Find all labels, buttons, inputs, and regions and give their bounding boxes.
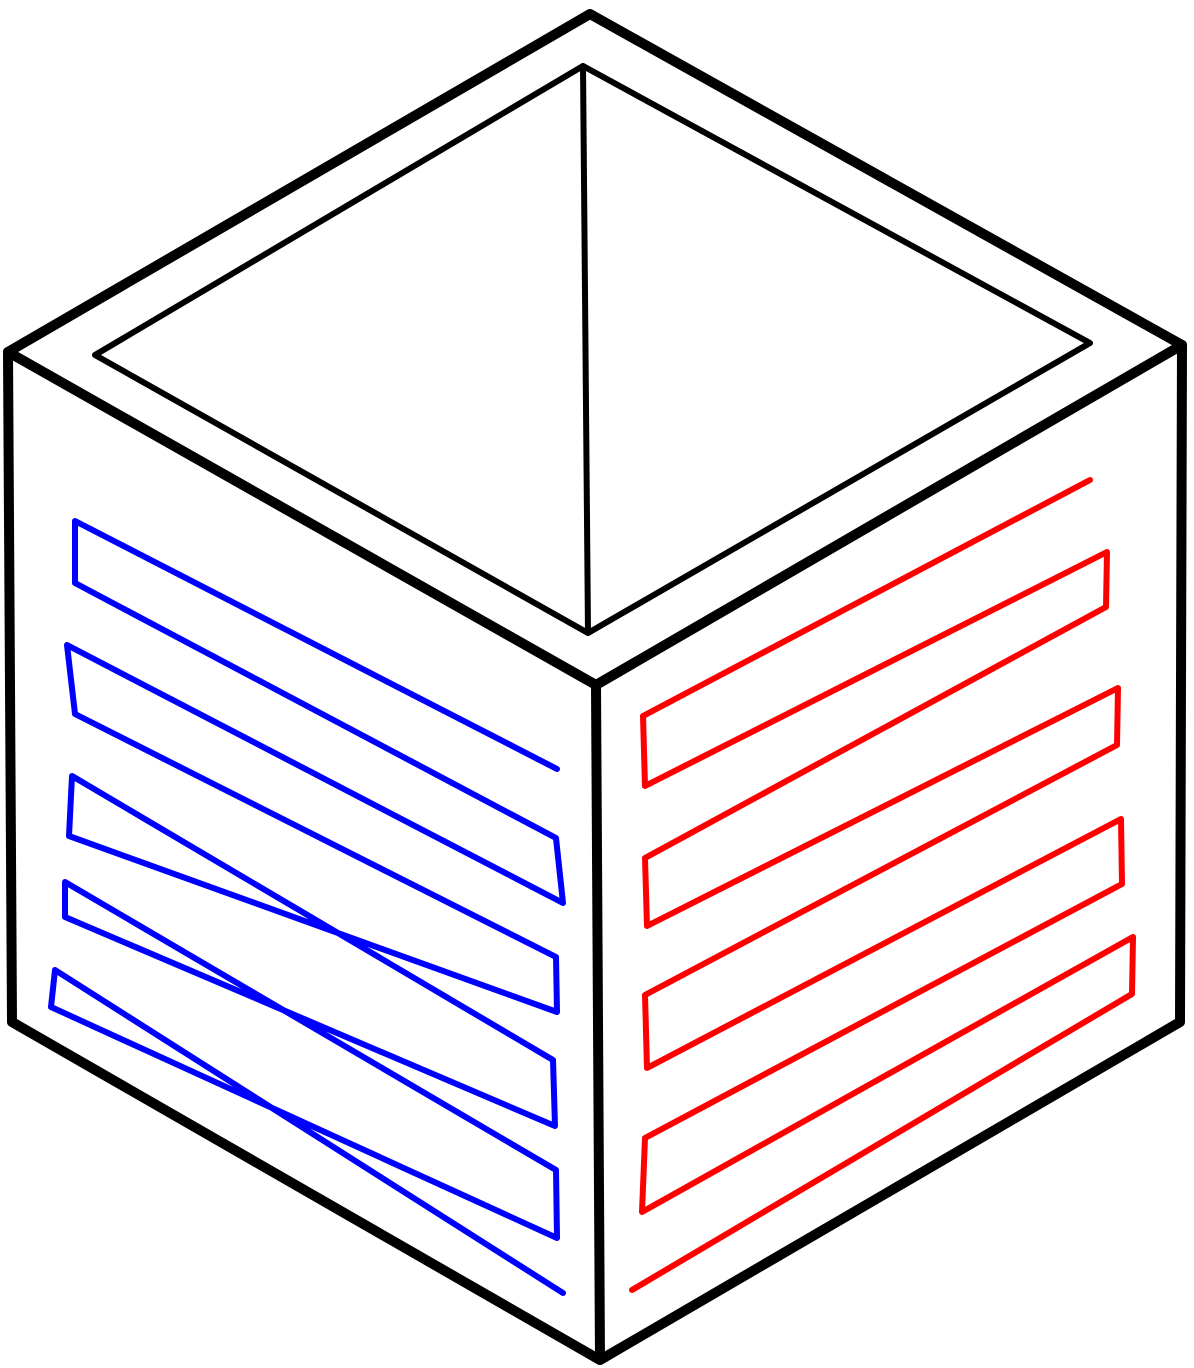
- inner-top-diagonal: [580, 63, 591, 636]
- cube-top-edge: [3, 340, 1187, 690]
- left-face-zigzag: [48, 518, 566, 1296]
- inner-top: [92, 63, 1093, 636]
- cube-front-edge: [591, 680, 605, 1365]
- right-face-zigzag: [629, 477, 1136, 1293]
